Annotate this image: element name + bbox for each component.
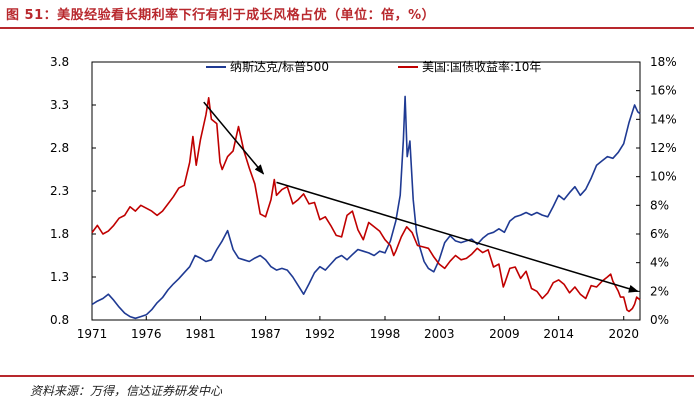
axes-layer: 0.8 1.3 1.8 2.3 2.8 3.3 3.8 0% 2% 4% 6% 8% 10% 12% 14%… [50,55,677,341]
x-tick-label: 1992 [305,327,336,341]
y-left-tick-label: 3.3 [50,98,69,112]
x-tick-label: 2003 [424,327,455,341]
legend-label-treasury: 美国:国债收益率:10年 [422,59,541,74]
annotation-layer [203,101,639,293]
x-tick-label: 1987 [250,327,281,341]
x-tick-label: 2020 [608,327,639,341]
y-left-tick-label: 1.8 [50,227,69,241]
y-right-tick-label: 10% [650,170,677,184]
x-tick-label: 2009 [489,327,520,341]
y-left-tick-label: 2.3 [50,184,69,198]
y-left-tick-label: 1.3 [50,270,69,284]
treasury-10y-yield-line [91,97,641,313]
x-tick-label: 1976 [131,327,162,341]
source-rule [0,375,694,377]
series-layer [91,95,641,320]
legend: 纳斯达克/标普500 美国:国债收益率:10年 [206,59,541,74]
y-right-tick-label: 8% [650,198,669,212]
y-left-tick-label: 0.8 [50,313,69,327]
y-right-tick-label: 16% [650,84,677,98]
y-right-tick-label: 12% [650,141,677,155]
x-tick-label: 1981 [185,327,216,341]
legend-label-nasdaq: 纳斯达克/标普500 [230,60,329,74]
trend-arrow-2 [276,181,639,293]
title-rule [0,27,694,29]
y-left-tick-label: 2.8 [50,141,69,155]
x-tick-label: 1998 [370,327,401,341]
x-tick-label: 2014 [543,327,574,341]
y-right-tick-label: 18% [650,55,677,69]
y-right-tick-label: 6% [650,227,669,241]
y-right-tick-label: 2% [650,284,669,298]
x-tick-label: 1971 [77,327,108,341]
y-right-tick-label: 4% [650,256,669,270]
figure-title: 图 51：美股经验看长期利率下行有利于成长风格占优（单位：倍，%） [6,8,436,23]
plot-frame [91,61,641,321]
source-note: 资料来源：万得，信达证券研发中心 [30,384,223,398]
y-left-tick-label: 3.8 [50,55,69,69]
y-right-tick-label: 0% [650,313,669,327]
nasdaq-sp500-ratio-line [91,95,641,320]
trend-arrow-1 [203,101,265,175]
y-right-tick-label: 14% [650,112,677,126]
